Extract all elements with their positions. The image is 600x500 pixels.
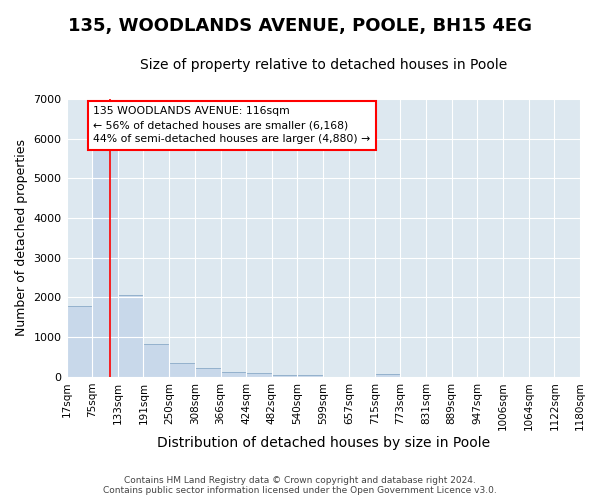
Bar: [221, 372, 246, 377]
Bar: [143, 344, 169, 377]
Bar: [169, 362, 195, 377]
Text: 135 WOODLANDS AVENUE: 116sqm
← 56% of detached houses are smaller (6,168)
44% of: 135 WOODLANDS AVENUE: 116sqm ← 56% of de…: [94, 106, 371, 144]
Bar: [92, 148, 118, 377]
X-axis label: Distribution of detached houses by size in Poole: Distribution of detached houses by size …: [157, 436, 490, 450]
Bar: [246, 374, 272, 377]
Bar: [272, 375, 298, 377]
Y-axis label: Number of detached properties: Number of detached properties: [15, 140, 28, 336]
Bar: [118, 296, 143, 377]
Title: Size of property relative to detached houses in Poole: Size of property relative to detached ho…: [140, 58, 507, 71]
Bar: [298, 375, 323, 377]
Bar: [195, 368, 221, 377]
Text: 135, WOODLANDS AVENUE, POOLE, BH15 4EG: 135, WOODLANDS AVENUE, POOLE, BH15 4EG: [68, 18, 532, 36]
Text: Contains HM Land Registry data © Crown copyright and database right 2024.
Contai: Contains HM Land Registry data © Crown c…: [103, 476, 497, 495]
Bar: [67, 306, 92, 377]
Bar: [375, 374, 400, 377]
